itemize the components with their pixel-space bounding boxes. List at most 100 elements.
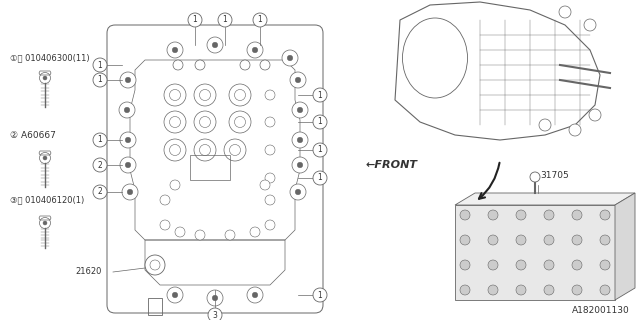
Circle shape — [125, 137, 131, 143]
Circle shape — [600, 235, 610, 245]
Circle shape — [295, 77, 301, 83]
Circle shape — [170, 90, 180, 100]
Circle shape — [572, 285, 582, 295]
Circle shape — [260, 180, 270, 190]
Circle shape — [247, 287, 263, 303]
Circle shape — [544, 235, 554, 245]
Circle shape — [600, 260, 610, 270]
Text: 1: 1 — [223, 15, 227, 25]
Circle shape — [539, 119, 551, 131]
Text: ③Ⓑ 010406120(1): ③Ⓑ 010406120(1) — [10, 196, 84, 204]
Circle shape — [516, 260, 526, 270]
Circle shape — [127, 189, 133, 195]
Circle shape — [160, 220, 170, 230]
Circle shape — [195, 60, 205, 70]
Circle shape — [229, 84, 251, 106]
Circle shape — [297, 162, 303, 168]
Text: ①Ⓑ 010406300(11): ①Ⓑ 010406300(11) — [10, 53, 90, 62]
Circle shape — [516, 235, 526, 245]
Circle shape — [194, 139, 216, 161]
Circle shape — [530, 172, 540, 182]
Circle shape — [208, 308, 222, 320]
Circle shape — [43, 156, 47, 160]
Circle shape — [93, 58, 107, 72]
Circle shape — [234, 90, 246, 100]
Circle shape — [164, 111, 186, 133]
Circle shape — [93, 158, 107, 172]
Circle shape — [572, 260, 582, 270]
Circle shape — [600, 285, 610, 295]
Circle shape — [212, 295, 218, 301]
Circle shape — [572, 235, 582, 245]
Circle shape — [240, 60, 250, 70]
Circle shape — [225, 230, 235, 240]
Circle shape — [488, 235, 498, 245]
Circle shape — [297, 107, 303, 113]
Circle shape — [188, 13, 202, 27]
Text: 2: 2 — [98, 188, 102, 196]
Circle shape — [40, 153, 51, 164]
Text: 31705: 31705 — [540, 171, 569, 180]
Circle shape — [194, 84, 216, 106]
Circle shape — [290, 184, 306, 200]
Circle shape — [173, 60, 183, 70]
Circle shape — [120, 157, 136, 173]
Circle shape — [265, 220, 275, 230]
Circle shape — [292, 102, 308, 118]
Circle shape — [167, 42, 183, 58]
Circle shape — [313, 88, 327, 102]
Circle shape — [200, 90, 211, 100]
Circle shape — [195, 230, 205, 240]
Circle shape — [170, 145, 180, 156]
Circle shape — [194, 111, 216, 133]
Circle shape — [559, 6, 571, 18]
Circle shape — [167, 287, 183, 303]
Circle shape — [207, 37, 223, 53]
Circle shape — [516, 210, 526, 220]
Circle shape — [207, 290, 223, 306]
Text: ←FRONT: ←FRONT — [365, 160, 417, 170]
Circle shape — [313, 171, 327, 185]
Text: 1: 1 — [317, 91, 323, 100]
Circle shape — [93, 133, 107, 147]
Circle shape — [93, 73, 107, 87]
Circle shape — [265, 90, 275, 100]
Circle shape — [460, 210, 470, 220]
Circle shape — [572, 210, 582, 220]
Text: 1: 1 — [98, 60, 102, 69]
Circle shape — [252, 292, 258, 298]
Circle shape — [164, 84, 186, 106]
Circle shape — [313, 288, 327, 302]
Circle shape — [250, 227, 260, 237]
Text: 3: 3 — [212, 310, 218, 319]
Circle shape — [160, 195, 170, 205]
Circle shape — [589, 109, 601, 121]
Circle shape — [125, 77, 131, 83]
Circle shape — [170, 180, 180, 190]
Circle shape — [460, 260, 470, 270]
Circle shape — [488, 285, 498, 295]
Circle shape — [253, 13, 267, 27]
Circle shape — [93, 185, 107, 199]
Circle shape — [460, 285, 470, 295]
Circle shape — [295, 189, 301, 195]
Circle shape — [119, 102, 135, 118]
Text: 1: 1 — [317, 117, 323, 126]
Circle shape — [43, 76, 47, 80]
Circle shape — [170, 116, 180, 127]
Text: 2: 2 — [98, 161, 102, 170]
Polygon shape — [615, 193, 635, 300]
Circle shape — [124, 107, 130, 113]
Text: ② A60667: ② A60667 — [10, 131, 56, 140]
Circle shape — [252, 47, 258, 53]
Circle shape — [218, 13, 232, 27]
Circle shape — [282, 50, 298, 66]
Circle shape — [145, 255, 165, 275]
Circle shape — [125, 162, 131, 168]
Circle shape — [172, 292, 178, 298]
Text: 1: 1 — [317, 173, 323, 182]
Polygon shape — [455, 205, 615, 300]
Circle shape — [600, 210, 610, 220]
Circle shape — [164, 139, 186, 161]
Circle shape — [40, 218, 51, 228]
